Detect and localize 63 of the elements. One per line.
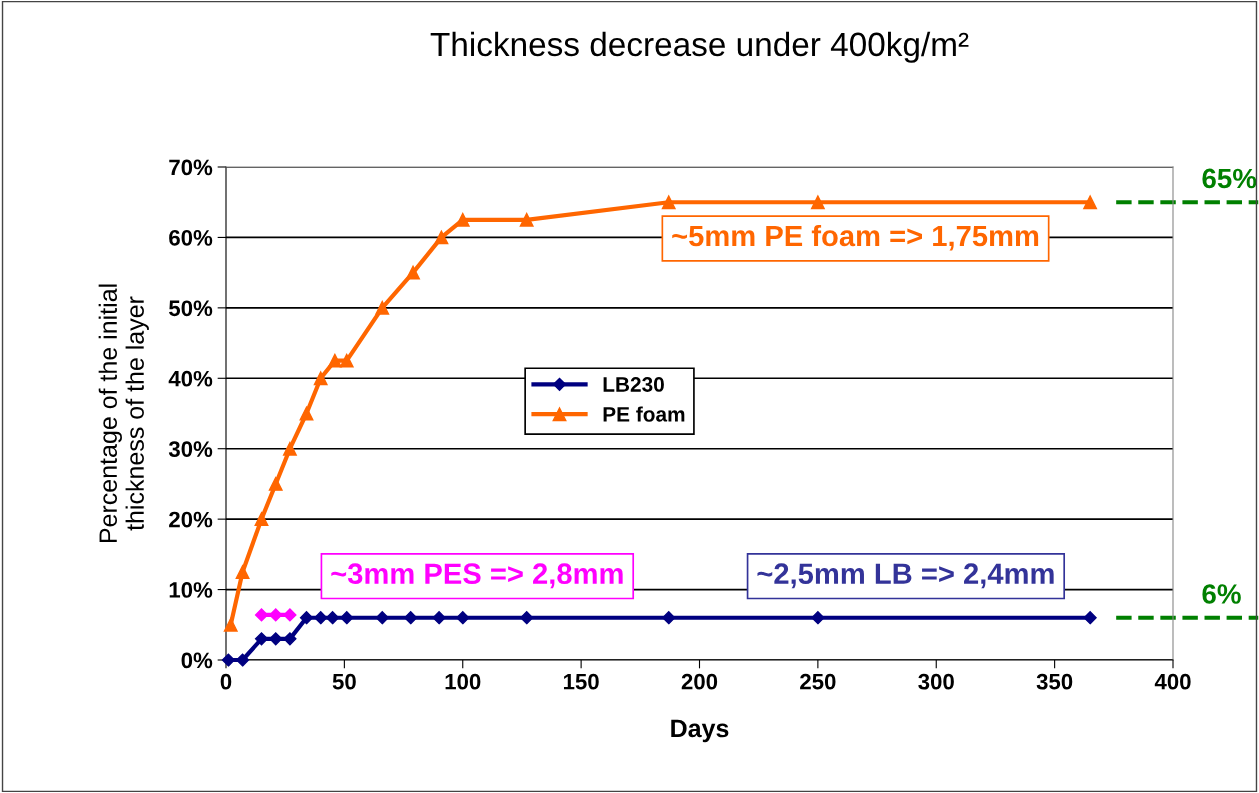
x-tick-label: 400 bbox=[1154, 673, 1191, 690]
annotation: ~2,5mm LB => 2,4mm bbox=[757, 563, 1054, 589]
ref-line-label: 6% bbox=[1202, 584, 1241, 604]
x-axis-title: Days bbox=[671, 719, 729, 743]
y-tick-label: 10% bbox=[169, 582, 213, 598]
point bbox=[254, 608, 269, 622]
point bbox=[325, 611, 340, 625]
chart-title: Thickness decrease under 400kg/m² bbox=[430, 31, 969, 63]
point bbox=[314, 611, 328, 625]
point bbox=[520, 611, 534, 625]
y-tick-label: 60% bbox=[169, 229, 213, 246]
point bbox=[327, 353, 342, 368]
x-tick-label: 100 bbox=[445, 673, 481, 690]
x-tick-label: 50 bbox=[332, 673, 356, 690]
point bbox=[1083, 611, 1097, 625]
point bbox=[340, 611, 354, 625]
point bbox=[1083, 195, 1098, 210]
ref-line-label: 65% bbox=[1202, 168, 1257, 189]
point bbox=[282, 441, 297, 456]
point bbox=[375, 300, 390, 315]
y-tick-label: 40% bbox=[168, 370, 213, 387]
point bbox=[268, 476, 283, 491]
y-tick-label: 70% bbox=[169, 159, 213, 176]
x-tick-label: 350 bbox=[1036, 673, 1073, 690]
point bbox=[235, 653, 250, 667]
point bbox=[283, 632, 297, 646]
point bbox=[223, 617, 238, 632]
y-axis-title: Percentage of the initial thickness of the layer bbox=[98, 284, 149, 543]
point bbox=[455, 212, 470, 227]
point bbox=[339, 353, 354, 368]
point bbox=[254, 632, 269, 646]
point bbox=[456, 611, 470, 625]
point bbox=[432, 611, 446, 625]
point bbox=[254, 512, 269, 527]
y-tick-label: 20% bbox=[169, 511, 213, 528]
point bbox=[661, 195, 676, 210]
point bbox=[235, 565, 250, 579]
y-tick-label: 30% bbox=[168, 441, 213, 458]
x-tick-label: 300 bbox=[918, 673, 954, 690]
point bbox=[269, 608, 283, 622]
point bbox=[406, 265, 420, 280]
point bbox=[299, 406, 314, 421]
point bbox=[283, 608, 297, 622]
point bbox=[519, 212, 534, 227]
x-tick-label: 250 bbox=[800, 673, 836, 690]
annotation: ~5mm PE foam => 1,75mm bbox=[672, 224, 1039, 251]
point bbox=[299, 611, 314, 625]
point bbox=[434, 230, 449, 245]
y-tick-label: 0% bbox=[181, 652, 213, 669]
point bbox=[375, 611, 389, 625]
point bbox=[810, 195, 825, 210]
x-tick-label: 0 bbox=[220, 673, 232, 690]
annotation: ~3mm PES => 2,8mm bbox=[331, 563, 623, 589]
point bbox=[404, 611, 418, 625]
legend-label: LB230 bbox=[603, 377, 664, 392]
point bbox=[313, 371, 328, 386]
legend-label: PE foam bbox=[603, 406, 685, 422]
point bbox=[269, 632, 283, 646]
x-tick-label: 150 bbox=[563, 673, 599, 690]
point bbox=[811, 611, 825, 625]
point bbox=[662, 611, 676, 625]
x-tick-label: 200 bbox=[681, 673, 718, 690]
y-tick-label: 50% bbox=[169, 300, 213, 317]
